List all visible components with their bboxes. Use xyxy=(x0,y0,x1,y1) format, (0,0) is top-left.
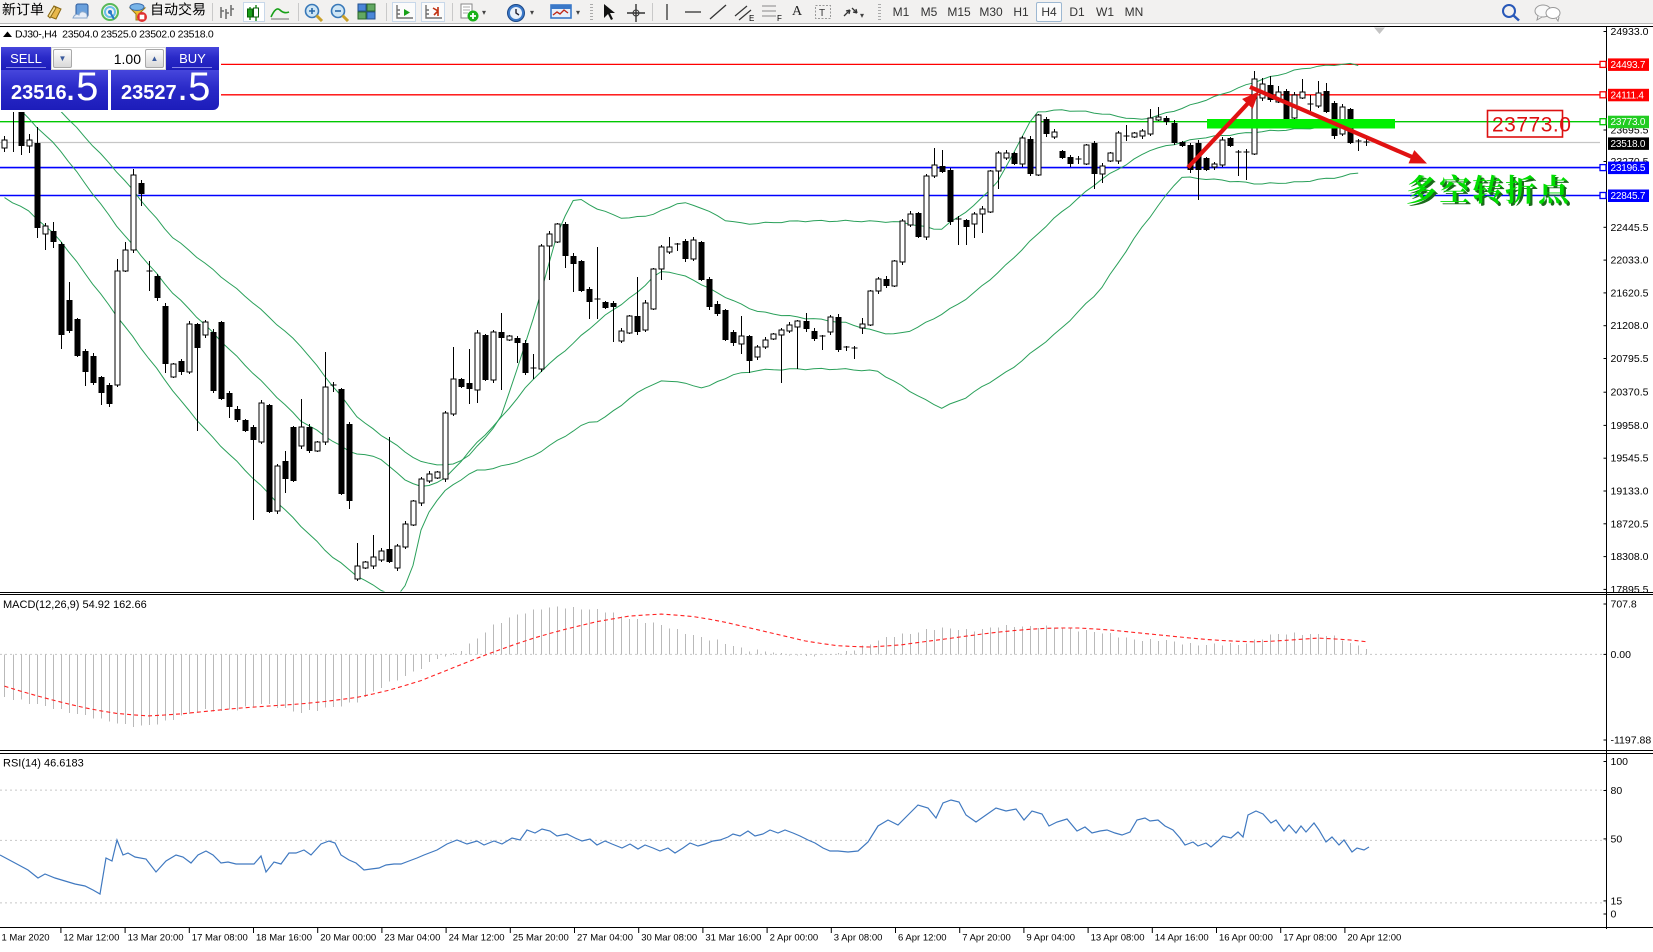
svg-text:21208.0: 21208.0 xyxy=(1611,320,1649,332)
svg-text:20 Apr 12:00: 20 Apr 12:00 xyxy=(1347,933,1401,944)
svg-text:9 Apr 04:00: 9 Apr 04:00 xyxy=(1026,933,1075,944)
svg-text:20 Mar 00:00: 20 Mar 00:00 xyxy=(320,933,376,944)
svg-text:6 Apr 12:00: 6 Apr 12:00 xyxy=(898,933,947,944)
svg-text:22033.0: 22033.0 xyxy=(1611,255,1649,267)
svg-text:13 Mar 20:00: 13 Mar 20:00 xyxy=(128,933,184,944)
svg-text:14 Apr 16:00: 14 Apr 16:00 xyxy=(1155,933,1209,944)
svg-text:T: T xyxy=(819,8,825,19)
svg-text:RSI(14) 46.6183: RSI(14) 46.6183 xyxy=(3,758,84,770)
svg-text:22845.7: 22845.7 xyxy=(1611,191,1646,202)
svg-text:7 Apr 20:00: 7 Apr 20:00 xyxy=(962,933,1011,944)
svg-text:F: F xyxy=(777,14,782,22)
svg-text:17 Mar 08:00: 17 Mar 08:00 xyxy=(192,933,248,944)
svg-text:13 Apr 08:00: 13 Apr 08:00 xyxy=(1091,933,1145,944)
svg-text:2 Apr 00:00: 2 Apr 00:00 xyxy=(770,933,819,944)
svg-text:24 Mar 12:00: 24 Mar 12:00 xyxy=(449,933,505,944)
svg-text:23773.0: 23773.0 xyxy=(1611,117,1646,128)
svg-text:24493.7: 24493.7 xyxy=(1611,60,1646,71)
svg-text:20370.5: 20370.5 xyxy=(1611,387,1649,399)
svg-text:0.00: 0.00 xyxy=(1611,649,1632,661)
svg-text:17895.5: 17895.5 xyxy=(1611,584,1649,596)
svg-text:19958.0: 19958.0 xyxy=(1611,420,1649,432)
svg-text:16 Apr 00:00: 16 Apr 00:00 xyxy=(1219,933,1273,944)
svg-text:17 Apr 08:00: 17 Apr 08:00 xyxy=(1283,933,1337,944)
svg-text:0: 0 xyxy=(1611,909,1617,921)
svg-text:24933.0: 24933.0 xyxy=(1611,26,1649,38)
svg-text:-1197.88: -1197.88 xyxy=(1611,735,1652,747)
svg-text:24111.4: 24111.4 xyxy=(1611,90,1645,101)
svg-text:E: E xyxy=(749,14,754,22)
svg-text:22445.5: 22445.5 xyxy=(1611,222,1649,234)
svg-text:23773.0: 23773.0 xyxy=(1492,114,1571,137)
svg-text:18308.0: 18308.0 xyxy=(1611,551,1649,563)
svg-text:31 Mar 16:00: 31 Mar 16:00 xyxy=(705,933,761,944)
svg-text:3 Apr 08:00: 3 Apr 08:00 xyxy=(834,933,883,944)
svg-text:1 Mar 2020: 1 Mar 2020 xyxy=(2,933,50,944)
svg-text:15: 15 xyxy=(1611,895,1623,907)
svg-text:23518.0: 23518.0 xyxy=(1611,139,1646,150)
svg-text:23196.5: 23196.5 xyxy=(1611,163,1646,174)
svg-text:19133.0: 19133.0 xyxy=(1611,486,1649,498)
svg-text:MACD(12,26,9) 54.92 162.66: MACD(12,26,9) 54.92 162.66 xyxy=(3,599,147,611)
svg-text:19545.5: 19545.5 xyxy=(1611,453,1649,465)
svg-text:▾: ▾ xyxy=(860,11,864,20)
svg-text:23 Mar 04:00: 23 Mar 04:00 xyxy=(384,933,440,944)
svg-text:DJ30-,H4 23504.0 23525.0 2350: DJ30-,H4 23504.0 23525.0 23502.0 23518.0 xyxy=(15,29,214,41)
svg-text:12 Mar 12:00: 12 Mar 12:00 xyxy=(63,933,119,944)
svg-text:18 Mar 16:00: 18 Mar 16:00 xyxy=(256,933,312,944)
svg-text:18720.5: 18720.5 xyxy=(1611,518,1649,530)
svg-text:21620.5: 21620.5 xyxy=(1611,287,1649,299)
svg-text:50: 50 xyxy=(1611,833,1623,845)
svg-text:20795.5: 20795.5 xyxy=(1611,353,1649,365)
svg-text:30 Mar 08:00: 30 Mar 08:00 xyxy=(641,933,697,944)
svg-text:27 Mar 04:00: 27 Mar 04:00 xyxy=(577,933,633,944)
svg-text:707.8: 707.8 xyxy=(1611,599,1637,611)
svg-text:25 Mar 20:00: 25 Mar 20:00 xyxy=(513,933,569,944)
svg-text:80: 80 xyxy=(1611,785,1623,797)
svg-text:100: 100 xyxy=(1611,756,1629,768)
